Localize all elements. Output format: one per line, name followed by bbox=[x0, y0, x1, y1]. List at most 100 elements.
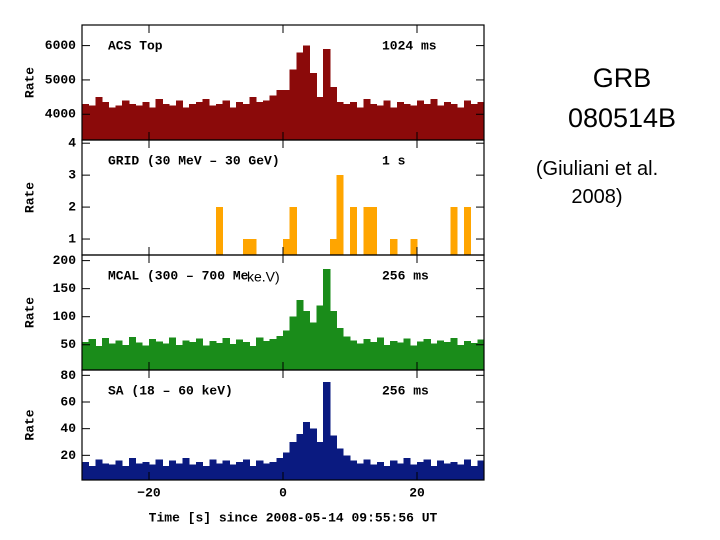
bar bbox=[329, 435, 337, 480]
bar bbox=[336, 327, 344, 370]
resolution-label: 1024 ms bbox=[382, 38, 437, 53]
bar bbox=[169, 460, 177, 480]
bar bbox=[463, 207, 471, 255]
bar bbox=[363, 459, 371, 480]
bar bbox=[162, 343, 170, 370]
bar bbox=[142, 345, 150, 370]
bar bbox=[115, 460, 123, 480]
bar bbox=[356, 343, 364, 370]
bar bbox=[336, 102, 344, 140]
bar bbox=[242, 459, 250, 480]
slide-title-line1: GRB 080514B bbox=[568, 63, 676, 133]
bar bbox=[216, 103, 224, 140]
bar bbox=[115, 340, 123, 370]
bar bbox=[155, 98, 163, 140]
resolution-label: 256 ms bbox=[382, 268, 429, 283]
bar bbox=[430, 343, 438, 370]
bar bbox=[289, 69, 297, 140]
bar bbox=[430, 466, 438, 480]
bar bbox=[142, 102, 150, 140]
bar bbox=[202, 98, 210, 140]
bar bbox=[249, 466, 257, 480]
bar bbox=[477, 102, 485, 140]
y-tick-label: 1 bbox=[68, 231, 76, 246]
bar bbox=[383, 344, 391, 370]
bar bbox=[383, 100, 391, 140]
bar bbox=[417, 462, 425, 480]
bar bbox=[417, 100, 425, 140]
panel-label: ACS Top bbox=[108, 38, 163, 53]
y-tick-label: 6000 bbox=[45, 38, 76, 53]
bar bbox=[370, 207, 378, 255]
bar bbox=[108, 464, 116, 480]
bar bbox=[269, 462, 277, 480]
y-tick-label: 4 bbox=[68, 136, 76, 151]
bar bbox=[390, 107, 398, 140]
bar bbox=[329, 311, 337, 370]
y-tick-label: 2 bbox=[68, 200, 76, 215]
bar bbox=[363, 207, 371, 255]
bar bbox=[309, 73, 317, 140]
bar bbox=[102, 338, 110, 370]
bar bbox=[443, 341, 451, 370]
bar bbox=[470, 103, 478, 140]
bar bbox=[289, 207, 297, 255]
bar bbox=[195, 462, 203, 480]
bar bbox=[450, 207, 458, 255]
bar bbox=[329, 86, 337, 140]
bar bbox=[390, 239, 398, 255]
bar bbox=[283, 90, 291, 140]
y-tick-label: 5000 bbox=[45, 72, 76, 87]
y-tick-label: 50 bbox=[60, 337, 76, 352]
y-tick-label: 80 bbox=[60, 368, 76, 383]
bar bbox=[457, 464, 465, 480]
bar bbox=[403, 458, 411, 480]
y-tick-label: 200 bbox=[53, 253, 77, 268]
bar bbox=[410, 345, 418, 370]
bar bbox=[189, 103, 197, 140]
bar bbox=[323, 269, 331, 370]
bar bbox=[450, 338, 458, 370]
bar bbox=[396, 342, 404, 370]
y-axis-label: Rate bbox=[22, 409, 37, 440]
bar bbox=[122, 344, 130, 370]
bar bbox=[149, 464, 157, 480]
bar bbox=[128, 458, 136, 480]
bar bbox=[477, 460, 485, 480]
bar bbox=[256, 460, 264, 480]
y-tick-label: 40 bbox=[60, 421, 76, 436]
bar bbox=[370, 464, 378, 480]
bar bbox=[363, 339, 371, 370]
x-axis-label: Time [s] since 2008-05-14 09:55:56 UT bbox=[149, 510, 438, 525]
bar bbox=[283, 330, 291, 370]
bar bbox=[242, 103, 250, 140]
bar bbox=[262, 340, 270, 370]
bar bbox=[115, 105, 123, 140]
bar bbox=[457, 344, 465, 370]
bar bbox=[182, 340, 190, 370]
resolution-label: 1 s bbox=[382, 153, 406, 168]
bar bbox=[216, 207, 224, 255]
bar bbox=[303, 311, 311, 370]
panel-note: ke.V) bbox=[247, 269, 280, 285]
bar bbox=[88, 339, 96, 370]
bar bbox=[169, 337, 177, 370]
bar bbox=[463, 100, 471, 140]
bar bbox=[209, 340, 217, 370]
bar bbox=[149, 339, 157, 370]
bar bbox=[323, 382, 331, 480]
y-axis-label: Rate bbox=[22, 297, 37, 328]
bar bbox=[82, 341, 90, 370]
bar bbox=[289, 316, 297, 370]
bar bbox=[229, 464, 237, 480]
bar bbox=[102, 463, 110, 480]
bar bbox=[216, 343, 224, 370]
bar bbox=[249, 239, 257, 255]
bar bbox=[102, 102, 110, 140]
bar bbox=[437, 105, 445, 140]
bar bbox=[350, 340, 358, 370]
bar bbox=[417, 341, 425, 370]
bar bbox=[410, 239, 418, 255]
bar bbox=[209, 105, 217, 140]
